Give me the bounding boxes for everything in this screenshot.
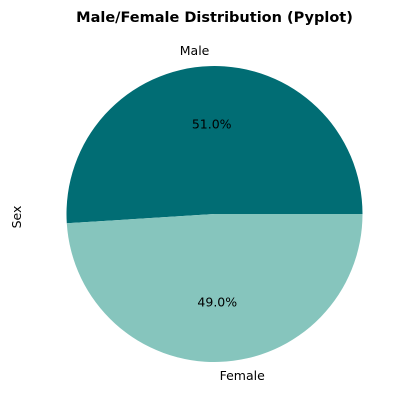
slice-percent-male: 51.0% bbox=[192, 117, 232, 132]
slice-label-female: Female bbox=[220, 368, 266, 383]
pie-labels: Male 51.0% Female 49.0% bbox=[180, 43, 265, 383]
pie-slice-female bbox=[66, 214, 363, 362]
chart-title: Male/Female Distribution (Pyplot) bbox=[76, 10, 353, 26]
slice-label-male: Male bbox=[180, 43, 210, 58]
y-axis-label: Sex bbox=[9, 206, 24, 229]
pie-slice-male bbox=[66, 65, 363, 224]
pie-slices bbox=[66, 65, 363, 362]
slice-percent-female: 49.0% bbox=[197, 294, 237, 309]
